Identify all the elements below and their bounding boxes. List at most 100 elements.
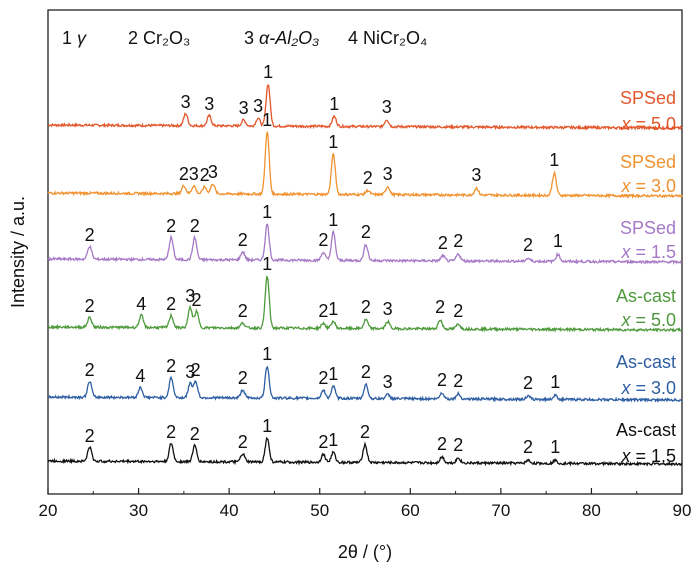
peak-label: 1 [328, 430, 338, 450]
peak-label: 2 [523, 437, 533, 457]
peak-label: 2 [166, 422, 176, 442]
peak-label: 2 [453, 371, 463, 391]
peak-label: 1 [262, 202, 272, 222]
x-tick-label: 40 [220, 501, 239, 520]
peak-label: 4 [136, 294, 146, 314]
peak-label: 3 [181, 92, 191, 112]
peak-label: 1 [328, 364, 338, 384]
peak-label: 2 [85, 360, 95, 380]
x-tick-label: 50 [310, 501, 329, 520]
x-tick-label: 80 [582, 501, 601, 520]
peak-label: 3 [382, 97, 392, 117]
peak-label: 2 [523, 373, 533, 393]
xrd-trace [47, 223, 683, 265]
peak-label: 1 [263, 62, 273, 82]
peak-label: 3 [239, 98, 249, 118]
legend-item: 3 α-Al₂O₃ [244, 28, 319, 48]
peak-label: 2 [190, 216, 200, 236]
peak-label: 2 [190, 424, 200, 444]
peak-label: 1 [329, 94, 339, 114]
xrd-trace [47, 84, 683, 131]
peak-label: 1 [262, 416, 272, 436]
peak-label: 2 [166, 294, 176, 314]
xrd-trace [47, 436, 683, 467]
series-name: SPSed [620, 152, 676, 172]
peak-label: 1 [328, 299, 338, 319]
peak-label: 2 [437, 370, 447, 390]
series-name: As-cast [616, 420, 676, 440]
peak-label: 3 [185, 286, 195, 306]
peak-label: 1 [550, 372, 560, 392]
legend-item: 4 NiCr₂O₄ [348, 28, 427, 48]
peak-label: 1 [553, 231, 563, 251]
peak-label: 1 [328, 210, 338, 230]
series-name: SPSed [620, 218, 676, 238]
peak-label: 2 [360, 422, 370, 442]
peak-label: 2 [361, 362, 371, 382]
series-composition: x = 3.0 [620, 176, 676, 196]
series-name: SPSed [620, 88, 676, 108]
peak-label: 2 [438, 233, 448, 253]
series-composition: x = 5.0 [620, 310, 676, 330]
peak-label: 1 [549, 150, 559, 170]
peak-label: 2 [166, 356, 176, 376]
x-tick-label: 60 [401, 501, 420, 520]
peak-label: 2 [192, 290, 202, 310]
peak-label: 2 [453, 301, 463, 321]
peak-label: 3 [208, 162, 218, 182]
peak-label: 2 [318, 432, 328, 452]
peak-label: 2 [166, 216, 176, 236]
peak-label: 2 [191, 360, 201, 380]
peak-label: 2 [238, 432, 248, 452]
x-tick-label: 30 [129, 501, 148, 520]
x-axis-title: 2θ / (°) [338, 542, 392, 562]
phase-legend: 1 γ 2 Cr₂O₃ 3 α-Al₂O₃ 4 NiCr₂O₄ [62, 28, 427, 48]
peak-label: 3 [471, 165, 481, 185]
peak-label: 1 [262, 254, 272, 274]
legend-item: 1 γ [62, 28, 87, 48]
peak-label: 3 [383, 164, 393, 184]
peak-label: 2 [200, 165, 210, 185]
peak-label: 1 [328, 132, 338, 152]
legend-item: 2 Cr₂O₃ [128, 28, 190, 48]
peak-label: 2 [238, 301, 248, 321]
peak-label: 2 [318, 230, 328, 250]
xrd-trace [47, 275, 683, 333]
peak-label: 2 [361, 222, 371, 242]
peak-label: 2 [238, 368, 248, 388]
peak-label: 2 [85, 426, 95, 446]
series-composition: x = 1.5 [620, 242, 676, 262]
x-tick-label: 70 [491, 501, 510, 520]
peak-label: 3 [185, 362, 195, 382]
series-name: As-cast [616, 352, 676, 372]
peak-label: 2 [453, 231, 463, 251]
series-composition: x = 3.0 [620, 378, 676, 398]
series-name: As-cast [616, 286, 676, 306]
peak-label: 3 [383, 299, 393, 319]
peak-label: 2 [238, 230, 248, 250]
peak-label: 3 [204, 94, 214, 114]
series-composition: x = 5.0 [620, 114, 676, 134]
x-axis: 20 30 40 50 60 70 80 90 [39, 488, 692, 520]
y-axis-title: Intensity / a.u. [8, 196, 28, 308]
diffraction-traces [47, 84, 683, 467]
peak-label: 2 [85, 296, 95, 316]
peak-label: 2 [179, 164, 189, 184]
peak-label: 1 [550, 437, 560, 457]
x-tick-label: 20 [39, 501, 58, 520]
peak-label: 2 [318, 368, 328, 388]
peak-label: 2 [435, 297, 445, 317]
peak-label: 2 [437, 434, 447, 454]
peak-label: 1 [262, 110, 272, 130]
series-composition: x = 1.5 [620, 446, 676, 466]
peak-label: 2 [523, 235, 533, 255]
peak-label: 1 [262, 344, 272, 364]
peak-label: 2 [453, 435, 463, 455]
x-tick-label: 90 [673, 501, 692, 520]
series-names: SPSed x = 5.0 SPSed x = 3.0 SPSed x = 1.5 As-c… [616, 88, 676, 466]
peak-label: 2 [85, 225, 95, 245]
peak-label: 2 [363, 168, 373, 188]
peak-label: 2 [361, 297, 371, 317]
